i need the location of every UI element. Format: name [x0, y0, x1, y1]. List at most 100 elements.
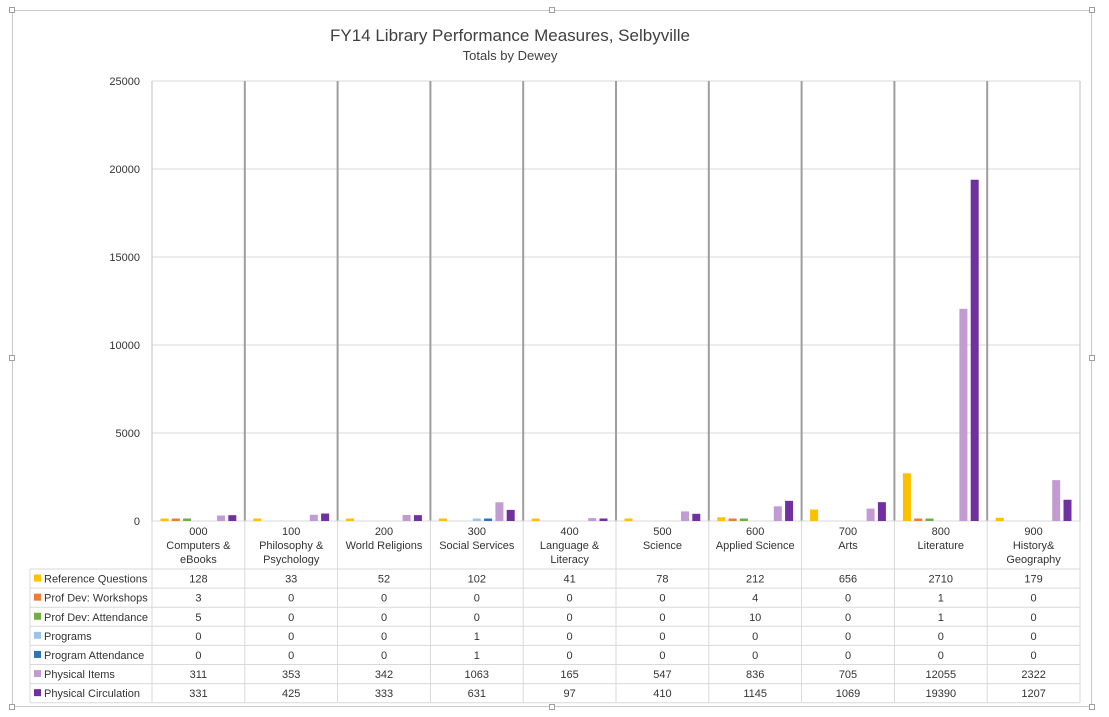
data-table-value: 836: [746, 669, 764, 681]
bar: [925, 518, 934, 521]
data-table-value: 0: [659, 650, 665, 662]
bar: [1063, 499, 1072, 521]
data-table-value: 0: [288, 612, 294, 624]
legend-key: [34, 689, 41, 697]
bar: [866, 508, 875, 521]
bar: [877, 502, 886, 521]
data-table-value: 0: [381, 650, 387, 662]
bar: [217, 515, 225, 521]
data-table-value: 0: [567, 650, 573, 662]
data-table-value: 0: [381, 631, 387, 643]
category-label: Philosophy &: [259, 540, 324, 552]
data-table-value: 0: [938, 631, 944, 643]
data-table-value: 97: [563, 688, 575, 700]
data-table-value: 342: [375, 669, 393, 681]
data-table-value: 311: [190, 669, 208, 681]
data-table-value: 0: [288, 650, 294, 662]
bar: [253, 518, 262, 521]
y-tick-label: 5000: [116, 428, 140, 440]
data-table-value: 0: [1031, 593, 1037, 605]
data-table-value: 425: [282, 688, 300, 700]
data-table-value: 3: [195, 593, 201, 605]
resize-handle-bottom[interactable]: [549, 704, 555, 710]
data-table-value: 12055: [926, 669, 957, 681]
bar: [995, 517, 1004, 521]
bar: [785, 500, 794, 521]
resize-handle-bottom-left[interactable]: [9, 704, 15, 710]
resize-handle-bottom-right[interactable]: [1089, 704, 1095, 710]
series-label: Programs: [44, 631, 92, 643]
data-table-value: 19390: [926, 688, 957, 700]
legend-key: [34, 670, 41, 678]
y-tick-label: 20000: [109, 164, 140, 176]
category-label: Computers &: [166, 540, 231, 552]
bar: [183, 518, 192, 521]
bar: [902, 473, 911, 521]
data-table-value: 0: [195, 650, 201, 662]
data-table-value: 0: [381, 593, 387, 605]
data-table-value: 1: [474, 631, 480, 643]
category-label: History&: [1013, 540, 1055, 552]
bar: [402, 514, 411, 521]
bar: [413, 515, 422, 521]
category-label: 600: [746, 526, 764, 538]
resize-handle-top-left[interactable]: [9, 7, 15, 13]
resize-handle-left[interactable]: [9, 355, 15, 361]
data-table-value: 0: [938, 650, 944, 662]
data-table-value: 0: [567, 593, 573, 605]
category-label: 400: [560, 526, 578, 538]
data-table-value: 0: [845, 631, 851, 643]
bar: [309, 514, 318, 521]
series-label: Reference Questions: [44, 574, 148, 586]
data-table-value: 128: [189, 574, 207, 586]
bar: [1052, 480, 1061, 521]
bar: [728, 518, 737, 521]
category-label: 800: [932, 526, 950, 538]
resize-handle-top-right[interactable]: [1089, 7, 1095, 13]
series-label: Program Attendance: [44, 650, 144, 662]
bar: [624, 518, 633, 521]
data-table-value: 33: [285, 574, 297, 586]
bar: [692, 513, 701, 521]
category-label: Social Services: [439, 540, 515, 552]
chart-subtitle: Totals by Dewey: [462, 48, 558, 63]
bar: [717, 517, 726, 521]
category-label: 000: [189, 526, 207, 538]
bar: [438, 518, 447, 521]
data-table-value: 10: [749, 612, 761, 624]
data-table-value: 1: [938, 612, 944, 624]
category-label: Literacy: [550, 554, 589, 566]
category-label: Geography: [1006, 554, 1061, 566]
legend-key: [34, 593, 41, 601]
category-label: 700: [839, 526, 857, 538]
category-label: 900: [1024, 526, 1042, 538]
series-label: Physical Circulation: [44, 688, 140, 700]
data-table-value: 2710: [929, 574, 953, 586]
bar: [773, 506, 782, 521]
data-table-value: 631: [468, 688, 486, 700]
category-label: 100: [282, 526, 300, 538]
bar: [739, 518, 748, 521]
data-table-value: 0: [1031, 612, 1037, 624]
legend-key: [34, 631, 41, 639]
data-table-value: 0: [1031, 650, 1037, 662]
series-label: Prof Dev: Attendance: [44, 612, 148, 624]
resize-handle-top[interactable]: [549, 7, 555, 13]
data-table-value: 41: [563, 574, 575, 586]
bar: [970, 179, 979, 521]
data-table-value: 0: [567, 631, 573, 643]
bar: [495, 502, 504, 521]
category-label: Arts: [838, 540, 858, 552]
category-label: Science: [643, 540, 682, 552]
series-label: Prof Dev: Workshops: [44, 593, 148, 605]
data-table-value: 1207: [1021, 688, 1045, 700]
y-tick-label: 10000: [109, 340, 140, 352]
data-table-value: 0: [845, 612, 851, 624]
bar: [346, 518, 355, 521]
data-table-value: 5: [195, 612, 201, 624]
data-table-value: 1063: [465, 669, 489, 681]
bar: [914, 518, 923, 521]
resize-handle-right[interactable]: [1089, 355, 1095, 361]
legend-key: [34, 612, 41, 620]
